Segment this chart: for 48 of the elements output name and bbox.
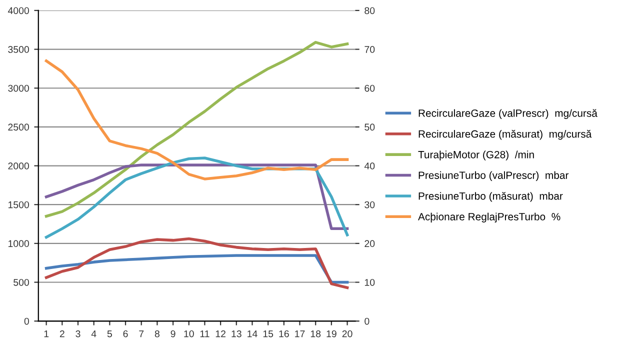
legend-label: TuraþieMotor (G28) /min bbox=[418, 150, 534, 160]
y2-tick-label: 60 bbox=[364, 84, 375, 92]
x-tick-label: 8 bbox=[154, 330, 160, 338]
x-tick-label: 14 bbox=[248, 330, 258, 338]
x-tick-label: 9 bbox=[170, 330, 176, 338]
line-series bbox=[44, 254, 349, 284]
x-tick-label: 2 bbox=[60, 330, 64, 338]
legend-label: Acþionare ReglajPresTurbo % bbox=[418, 212, 560, 222]
y-tick-label: 0 bbox=[24, 318, 29, 325]
x-tick-label: 5 bbox=[107, 330, 112, 338]
x-tick-label: 11 bbox=[200, 330, 210, 338]
x-tick-label: 3 bbox=[76, 330, 80, 338]
x-tick-label: 4 bbox=[91, 330, 96, 338]
y-tick-label: 1500 bbox=[8, 201, 29, 208]
y2-tick-label: 10 bbox=[364, 278, 375, 286]
y2-tick-label: 30 bbox=[364, 201, 375, 208]
y-tick-label: 4000 bbox=[8, 7, 29, 14]
y-tick-label: 500 bbox=[14, 278, 29, 286]
x-tick-label: 16 bbox=[279, 330, 289, 338]
y-tick-label: 1000 bbox=[8, 240, 29, 248]
y-tick-label: 2000 bbox=[8, 162, 29, 170]
x-tick-label: 6 bbox=[123, 330, 128, 338]
x-tick-label: 15 bbox=[263, 330, 274, 338]
line-series bbox=[44, 40, 349, 218]
line-series bbox=[44, 60, 349, 180]
line-series bbox=[44, 237, 349, 290]
y2-tick-label: 80 bbox=[364, 7, 375, 14]
x-tick-label: 17 bbox=[295, 330, 305, 338]
x-tick-label: 7 bbox=[139, 330, 144, 338]
legend-label: PresiuneTurbo (măsurat) mbar bbox=[418, 192, 563, 202]
x-tick-label: 19 bbox=[326, 330, 336, 338]
y-tick-label: 3000 bbox=[8, 84, 29, 92]
y2-tick-label: 0 bbox=[364, 318, 370, 325]
x-tick-label: 12 bbox=[216, 330, 226, 338]
x-tick-label: 18 bbox=[310, 330, 321, 338]
y2-tick-label: 70 bbox=[364, 46, 375, 53]
legend-label: PresiuneTurbo (valPrescr) mbar bbox=[418, 171, 569, 182]
x-tick-label: 10 bbox=[184, 330, 194, 338]
legend-label: RecirculareGaze (măsurat) mg/cursă bbox=[418, 130, 592, 140]
x-tick-label: 20 bbox=[342, 330, 352, 338]
legend-label: RecirculareGaze (valPrescr) mg/cursă bbox=[418, 109, 598, 119]
y-tick-label: 3500 bbox=[8, 46, 29, 53]
y2-tick-label: 20 bbox=[364, 240, 375, 248]
x-tick-label: 1 bbox=[44, 330, 49, 338]
y2-tick-label: 40 bbox=[364, 162, 375, 170]
y-tick-label: 2500 bbox=[8, 124, 29, 131]
y2-tick-label: 50 bbox=[364, 124, 375, 131]
x-tick-label: 13 bbox=[232, 330, 242, 338]
